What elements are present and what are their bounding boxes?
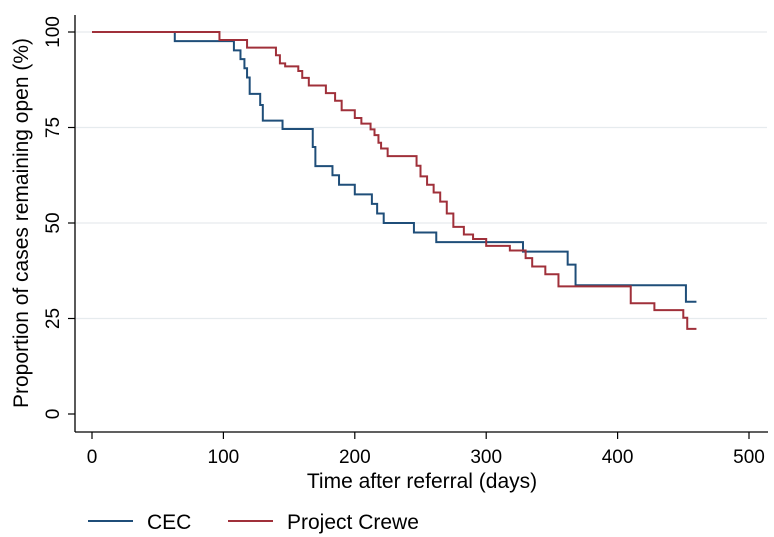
y-tick-label-0: 0 <box>43 409 64 420</box>
y-tick-label-75: 75 <box>43 117 64 138</box>
legend-label-0: CEC <box>147 511 191 534</box>
y-tick-label-25: 25 <box>43 308 64 329</box>
legend-label-1: Project Crewe <box>287 511 419 534</box>
x-tick-label-100: 100 <box>208 447 240 468</box>
y-tick-label-50: 50 <box>43 212 64 233</box>
series-line-cec <box>92 31 697 303</box>
legend: CEC Project Crewe <box>88 511 419 534</box>
y-axis-title: Proportion of cases remaining open (%) <box>10 38 33 408</box>
x-axis-title: Time after referral (days) <box>307 470 537 493</box>
x-tick-label-400: 400 <box>602 447 634 468</box>
x-ticks: 0 100 200 300 400 500 <box>87 432 765 468</box>
y-ticks: 0 25 50 75 100 <box>43 16 75 419</box>
x-tick-label-500: 500 <box>733 447 765 468</box>
series-group <box>92 31 697 330</box>
series-line-project-crewe <box>92 31 697 330</box>
y-tick-label-100: 100 <box>43 16 64 48</box>
x-tick-label-300: 300 <box>470 447 502 468</box>
x-tick-label-0: 0 <box>87 447 98 468</box>
x-tick-label-200: 200 <box>339 447 371 468</box>
